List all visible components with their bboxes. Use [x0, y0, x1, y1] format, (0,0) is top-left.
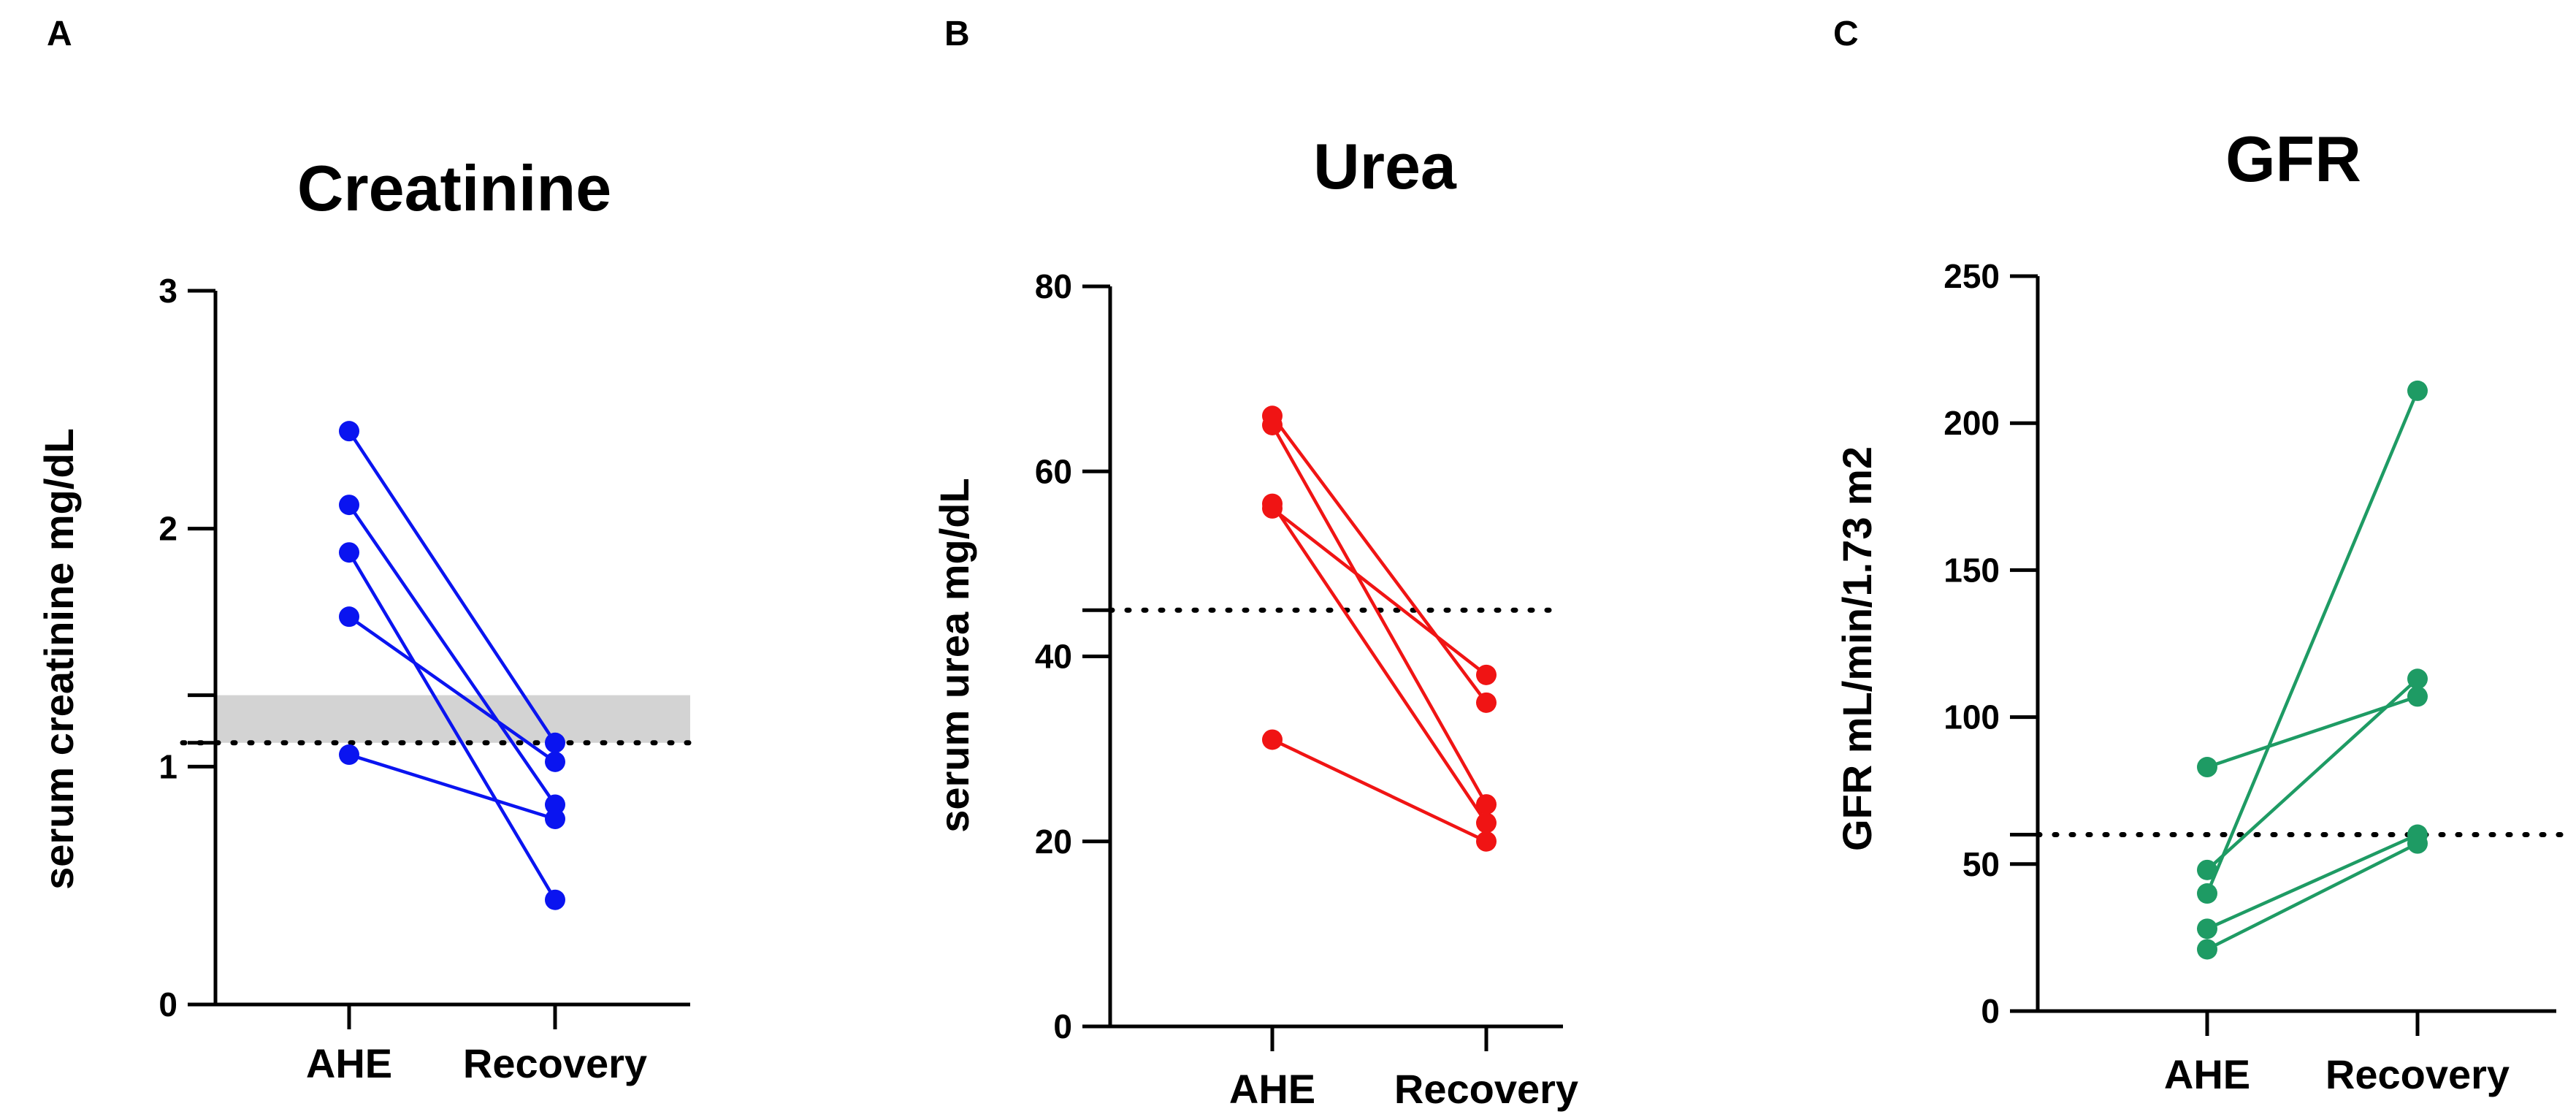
panel-a-data-point — [339, 744, 359, 766]
panel-c-series-line — [2206, 833, 2418, 931]
panel-b-data-point — [1262, 729, 1283, 750]
panel-a-data-point — [545, 732, 565, 753]
panel-b-series-line — [1271, 414, 1488, 704]
panel-a-series-line — [348, 552, 557, 901]
panel-c-data-point — [2407, 668, 2428, 690]
panel-b-series-line — [1271, 424, 1488, 806]
panel-c-data-point — [2407, 833, 2428, 854]
panel-b: B Urea serum urea mg/dL 0 20 40 60 80 AHE Reco… — [931, 15, 1578, 1112]
panel-c-series-line — [2205, 390, 2420, 894]
panel-c-data-point — [2197, 859, 2217, 880]
panel-c-data-point — [2197, 939, 2217, 960]
panel-c-data-point — [2197, 883, 2217, 904]
panel-a-data-point — [339, 606, 359, 628]
panel-a-data-point — [545, 808, 565, 829]
panel-a-data-point — [339, 421, 359, 442]
panel-b-data-point — [1262, 497, 1283, 519]
panel-c-title: GFR — [2225, 123, 2361, 195]
panel-a-data-point — [545, 751, 565, 772]
panel-c-y-tick-label: 200 — [1944, 404, 2000, 442]
panel-a-reference-band — [215, 695, 690, 743]
panel-b-data-point — [1476, 831, 1497, 852]
panel-b-y-axis-label: serum urea mg/dL — [931, 478, 977, 832]
panel-a-series-line — [348, 430, 557, 744]
panel-a-data-point — [339, 542, 359, 563]
panel-b-y-tick-label: 40 — [1035, 638, 1072, 676]
panel-b-letter: B — [944, 15, 970, 53]
panel-c-letter: C — [1833, 15, 1859, 53]
panel-b-data-point — [1476, 794, 1497, 815]
panel-a-y-tick-label: 2 — [158, 510, 177, 548]
panel-b-data-point — [1476, 812, 1497, 834]
panel-c-x-tick-label: Recovery — [2325, 1051, 2510, 1097]
panel-b-data-point — [1476, 664, 1497, 685]
panel-b-data-point — [1262, 414, 1283, 435]
panel-b-title: Urea — [1313, 130, 1457, 202]
panel-a-data-point — [545, 889, 565, 910]
panel-c-series-line — [2206, 695, 2418, 769]
panel-a-title: Creatinine — [297, 152, 611, 224]
panel-a-series-line — [348, 752, 556, 821]
panel-b-y-tick-label: 20 — [1035, 823, 1072, 861]
panel-c-y-tick-label: 150 — [1944, 551, 2000, 589]
panel-c-y-axis-label: GFR mL/min/1.73 m2 — [1834, 446, 1880, 851]
panel-c-data-point — [2407, 380, 2428, 401]
panel-b-x-tick-label: AHE — [1229, 1066, 1315, 1112]
panel-b-series-line — [1271, 507, 1488, 676]
panel-b-y-tick-label: 60 — [1035, 452, 1072, 490]
panel-b-series-line — [1271, 503, 1488, 824]
panel-c-data-point — [2197, 757, 2217, 778]
panel-c-y-tick-label: 250 — [1944, 257, 2000, 295]
panel-c-data-point — [2197, 918, 2217, 939]
panel-a-x-tick-label: AHE — [306, 1040, 392, 1086]
panel-c-y-tick-label: 100 — [1944, 698, 2000, 736]
panel-c-series-line — [2206, 842, 2419, 951]
panel-a-series-line — [348, 503, 557, 806]
panel-c-series-line — [2206, 677, 2419, 872]
panel-c-y-tick-label: 0 — [1981, 992, 2000, 1030]
panel-c: C GFR GFR mL/min/1.73 m2 0 50 100 150 200 250… — [1833, 15, 2574, 1097]
panel-a-y-tick-label: 1 — [158, 747, 177, 785]
panel-a-series-line — [348, 615, 557, 763]
panel-a-data-point — [339, 495, 359, 516]
panel-a-y-tick-label: 3 — [158, 272, 177, 310]
panel-a-y-tick-label: 0 — [158, 986, 177, 1023]
panel-b-y-tick-label: 80 — [1035, 267, 1072, 305]
panel-a: A Creatinine serum creatinine mg/dL 0 1 2 3… — [36, 15, 693, 1086]
panel-c-y-tick-label: 50 — [1962, 845, 2000, 883]
panel-a-data-point — [545, 794, 565, 815]
panel-c-data-point — [2407, 686, 2428, 707]
panel-b-series-line — [1272, 738, 1487, 843]
panel-b-y-tick-label: 0 — [1053, 1007, 1072, 1045]
panel-a-letter: A — [47, 15, 72, 53]
panel-b-data-point — [1476, 692, 1497, 713]
panel-a-x-tick-label: Recovery — [463, 1040, 647, 1086]
panel-b-x-tick-label: Recovery — [1394, 1066, 1578, 1112]
panel-a-y-axis-label: serum creatinine mg/dL — [36, 428, 82, 890]
panel-c-x-tick-label: AHE — [2164, 1051, 2250, 1097]
